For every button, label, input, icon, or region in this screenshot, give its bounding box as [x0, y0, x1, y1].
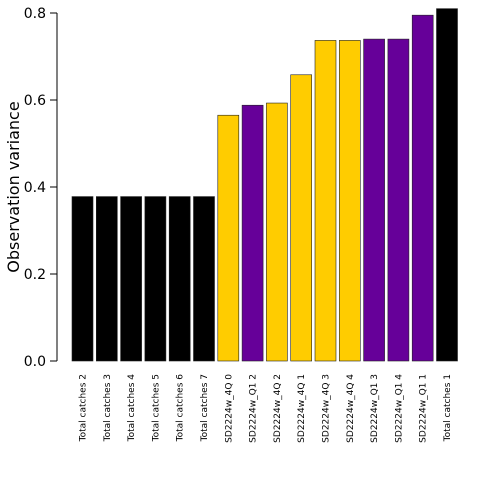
x-tick-label: SD2224w_4Q 0: [224, 374, 234, 443]
bar: [217, 114, 240, 362]
x-tick-label: SD2224w_4Q 2: [273, 374, 283, 443]
bar: [144, 196, 167, 362]
x-tick-label: Total catches 5: [151, 374, 161, 442]
bar: [168, 196, 191, 362]
x-tick-label: SD2224w_Q1 2: [249, 374, 259, 443]
y-tick-label: 0.0: [24, 354, 46, 370]
bar: [436, 8, 458, 362]
y-axis-title: Observation variance: [4, 101, 23, 272]
y-tick-label: 0.2: [24, 267, 46, 283]
x-tick-label: SD2224w_4Q 4: [346, 374, 356, 443]
x-tick-label: Total catches 6: [176, 374, 186, 443]
bar: [241, 104, 264, 362]
bar: [387, 38, 410, 362]
x-tick-label: SD2224w_Q1 3: [370, 374, 380, 443]
bar: [120, 196, 142, 362]
bars: [71, 8, 458, 362]
x-tick-label: Total catches 4: [127, 374, 137, 443]
x-tick-label: SD2224w_Q1 1: [419, 374, 429, 443]
x-tick-label: Total catches 2: [79, 374, 89, 442]
bar: [71, 196, 94, 362]
bar: [338, 40, 361, 362]
y-axis: 0.0 0.2 0.4 0.6 0.8: [24, 6, 58, 370]
x-tick-label: SD2224w_Q1 4: [394, 374, 404, 443]
x-tick-label: Total catches 3: [103, 374, 113, 442]
x-tick-labels: Total catches 2 Total catches 3 Total catc…: [79, 374, 454, 443]
bar: [411, 14, 434, 362]
y-tick-label: 0.8: [24, 6, 46, 22]
bar: [96, 196, 118, 362]
x-tick-label: SD2224w_4Q 1: [297, 374, 307, 443]
bar: [290, 74, 313, 362]
y-tick-label: 0.4: [24, 180, 46, 196]
x-tick-label: Total catches 1: [443, 374, 453, 442]
y-tick-label: 0.6: [24, 93, 46, 109]
bar: [363, 38, 385, 362]
x-tick-label: Total catches 7: [200, 374, 210, 442]
bar: [193, 196, 215, 362]
x-tick-label: SD2224w_4Q 3: [322, 374, 332, 443]
bar: [266, 102, 288, 362]
bar: [314, 40, 337, 362]
